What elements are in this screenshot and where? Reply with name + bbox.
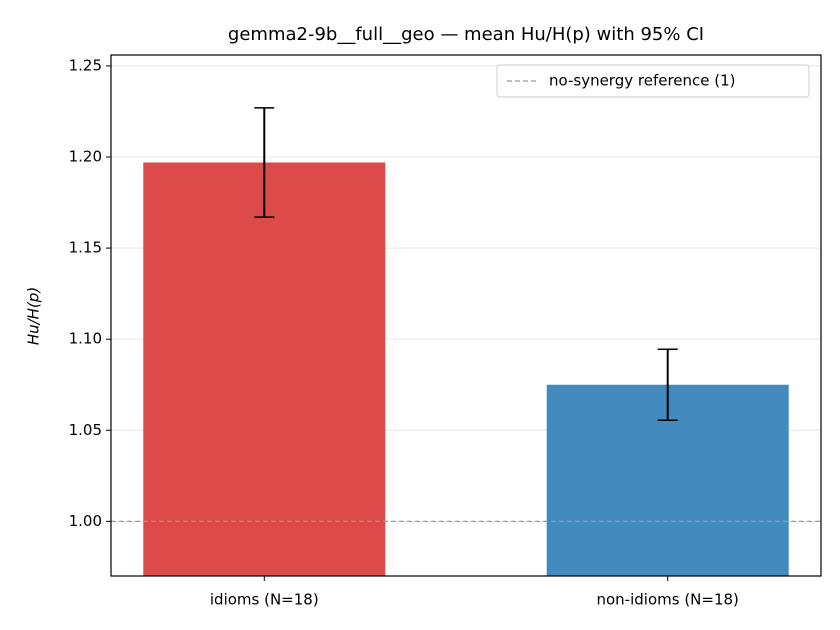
x-tick-label: non-idioms (N=18) xyxy=(596,591,738,609)
y-tick-label: 1.05 xyxy=(69,421,102,439)
y-axis-label: Hu/H(p) xyxy=(25,287,43,345)
plot-frame xyxy=(110,54,822,577)
legend-box xyxy=(496,64,810,98)
chart-title: gemma2-9b__full__geo — mean Hu/H(p) with… xyxy=(228,24,704,45)
y-tick-label: 1.00 xyxy=(69,512,102,530)
legend-label: no-synergy reference (1) xyxy=(549,72,736,90)
y-tick-label: 1.25 xyxy=(69,56,102,74)
y-tick-label: 1.15 xyxy=(69,239,102,257)
bar xyxy=(143,162,386,577)
y-tick-label: 1.20 xyxy=(69,148,102,166)
y-tick-label: 1.10 xyxy=(69,330,102,348)
x-tick-label: idioms (N=18) xyxy=(210,591,319,609)
